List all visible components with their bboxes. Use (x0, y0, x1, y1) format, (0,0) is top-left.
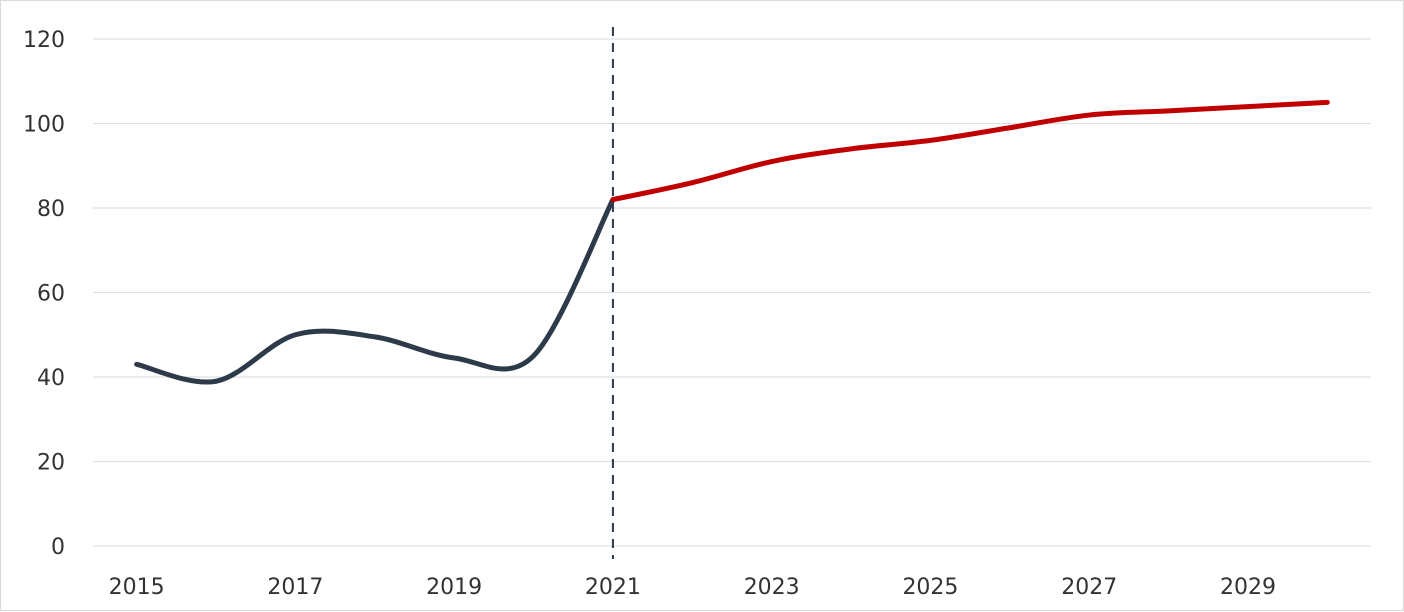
y-tick-label: 80 (37, 197, 65, 222)
series-lines (134, 99, 1330, 385)
x-tick-label: 2021 (585, 575, 641, 600)
gridlines (93, 38, 1371, 547)
y-tick-label: 0 (51, 535, 65, 560)
x-tick-label: 2027 (1061, 575, 1117, 600)
y-tick-label: 40 (37, 366, 65, 391)
x-axis-tick-labels: 2015 2017 2019 2021 2023 2025 2027 2029 (109, 575, 1276, 600)
y-tick-label: 100 (23, 113, 65, 138)
y-tick-label: 20 (37, 451, 65, 476)
y-tick-label: 120 (23, 28, 65, 53)
x-tick-label: 2029 (1220, 575, 1276, 600)
x-tick-label: 2019 (426, 575, 482, 600)
x-tick-label: 2015 (109, 575, 165, 600)
forecast-series-line (610, 99, 1330, 203)
y-tick-label: 60 (37, 282, 65, 307)
x-tick-label: 2017 (267, 575, 323, 600)
y-axis-tick-labels: 0 20 40 60 80 100 120 (23, 28, 65, 560)
x-tick-label: 2023 (744, 575, 800, 600)
actual-series-line (134, 197, 616, 385)
x-tick-label: 2025 (902, 575, 958, 600)
